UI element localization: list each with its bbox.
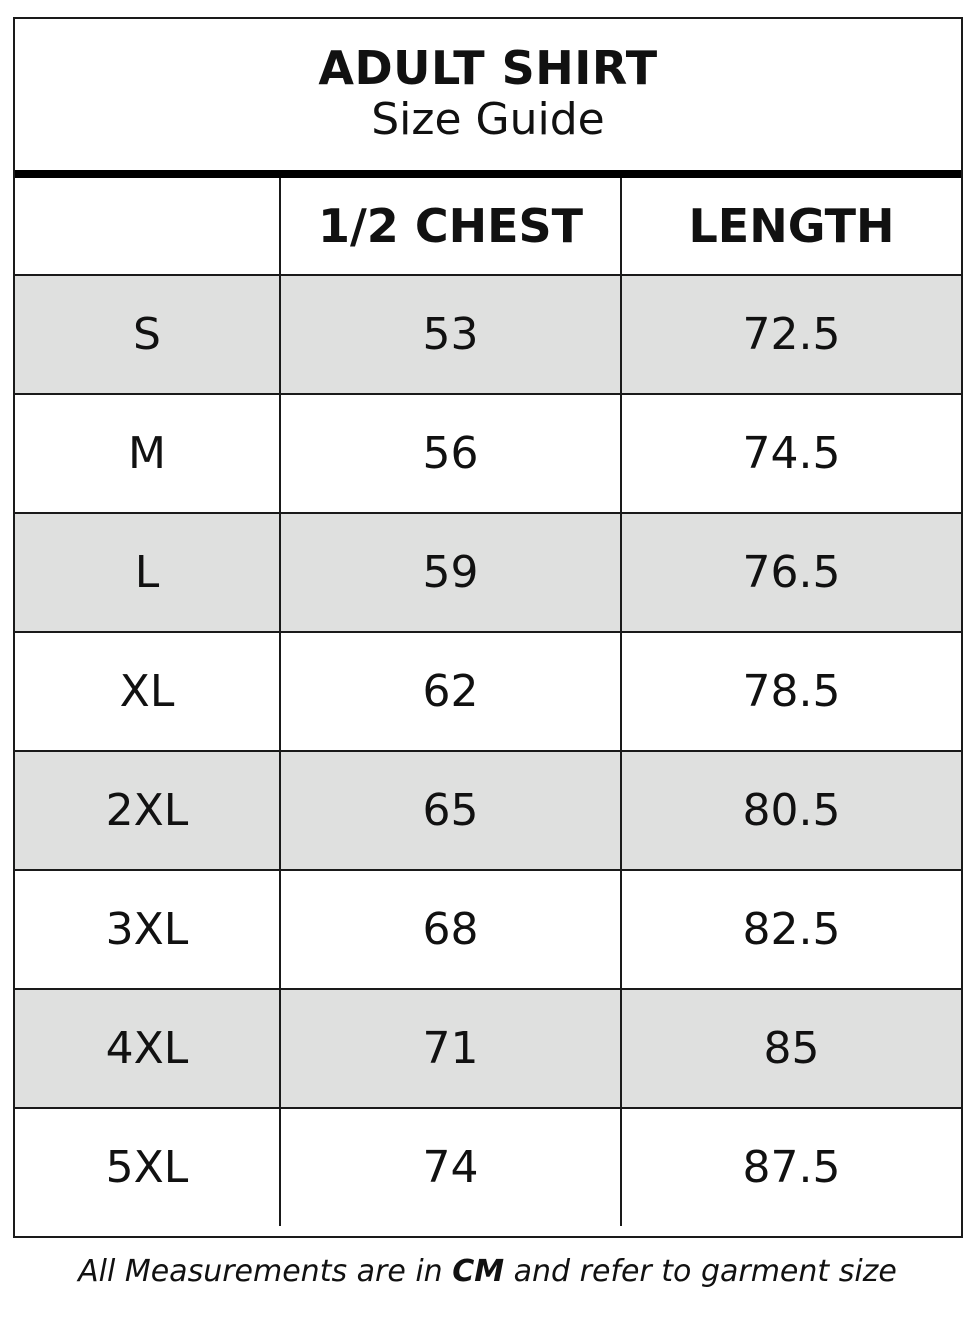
cell-size: 4XL xyxy=(15,990,281,1107)
cell-length: 78.5 xyxy=(742,666,841,717)
cell-chest: 71 xyxy=(281,990,622,1107)
chart-title: ADULT SHIRT xyxy=(318,41,658,95)
footer-unit: CM xyxy=(452,1254,505,1289)
cell-length: 80.5 xyxy=(742,785,841,836)
size-table: 1/2 CHEST LENGTH S 53 72.5 M 56 74.5 L 59 76.5 XL… xyxy=(15,178,961,1226)
title-divider xyxy=(15,170,961,178)
cell-size: L xyxy=(15,514,281,631)
title-box: ADULT SHIRT Size Guide xyxy=(15,19,961,170)
cell-chest: 74 xyxy=(281,1109,622,1226)
cell-length: 87.5 xyxy=(742,1142,841,1193)
cell-length: 74.5 xyxy=(742,428,841,479)
cell-length: 82.5 xyxy=(742,904,841,955)
cell-length: 85 xyxy=(763,1023,820,1074)
cell-chest: 56 xyxy=(281,395,622,512)
cell-length: 76.5 xyxy=(742,547,841,598)
cell-size: 3XL xyxy=(15,871,281,988)
table-row: L 59 76.5 xyxy=(15,512,961,631)
table-row: 3XL 68 82.5 xyxy=(15,869,961,988)
cell-size: M xyxy=(15,395,281,512)
cell-chest: 68 xyxy=(281,871,622,988)
header-length: LENGTH xyxy=(688,199,895,253)
size-chart: ADULT SHIRT Size Guide 1/2 CHEST LENGTH … xyxy=(13,17,963,1238)
chart-subtitle: Size Guide xyxy=(371,94,605,145)
table-row: 4XL 71 85 xyxy=(15,988,961,1107)
table-header-row: 1/2 CHEST LENGTH xyxy=(15,178,961,274)
cell-size: 2XL xyxy=(15,752,281,869)
cell-size: XL xyxy=(15,633,281,750)
table-row: S 53 72.5 xyxy=(15,274,961,393)
cell-chest: 53 xyxy=(281,276,622,393)
cell-chest: 65 xyxy=(281,752,622,869)
footer-text: All Measurements are in xyxy=(78,1254,453,1289)
table-row: M 56 74.5 xyxy=(15,393,961,512)
table-row: XL 62 78.5 xyxy=(15,631,961,750)
cell-chest: 59 xyxy=(281,514,622,631)
table-row: 2XL 65 80.5 xyxy=(15,750,961,869)
footer-note: All Measurements are in CM and refer to … xyxy=(0,1254,975,1289)
cell-chest: 62 xyxy=(281,633,622,750)
footer-text-end: and refer to garment size xyxy=(504,1254,897,1289)
cell-size: S xyxy=(15,276,281,393)
header-size xyxy=(15,178,281,274)
cell-size: 5XL xyxy=(15,1109,281,1226)
cell-length: 72.5 xyxy=(742,309,841,360)
table-row: 5XL 74 87.5 xyxy=(15,1107,961,1226)
header-chest: 1/2 CHEST xyxy=(281,178,622,274)
